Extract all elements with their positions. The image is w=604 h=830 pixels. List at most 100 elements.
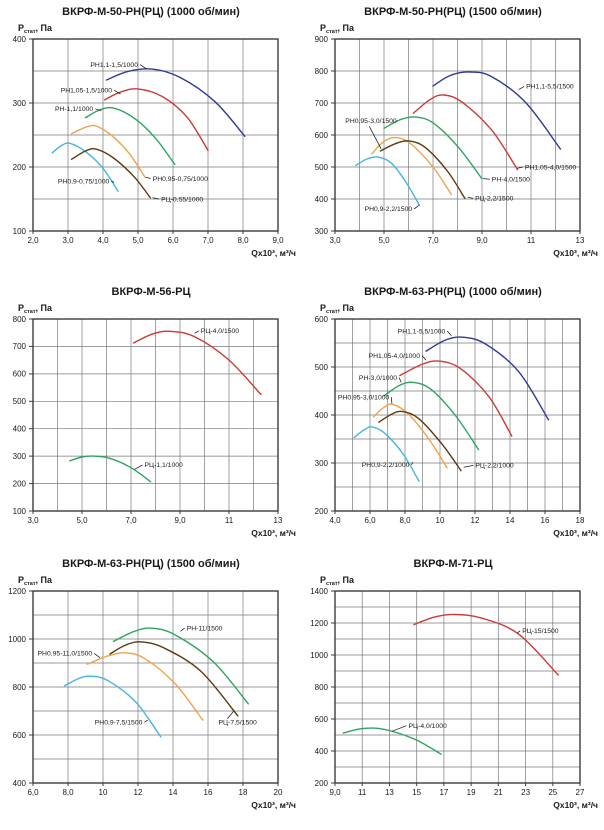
- x-tick-label: 8,0: [62, 788, 74, 797]
- x-tick-label: 13: [274, 516, 283, 525]
- axis-ticks: [29, 318, 279, 514]
- y-tick-label: 600: [315, 131, 329, 140]
- y-tick-label: 200: [13, 163, 27, 172]
- x-tick-label: 10: [436, 516, 445, 525]
- x-tick-label: 6,0: [27, 788, 39, 797]
- curve-label-leader: [144, 719, 149, 723]
- fan-curve: [432, 71, 562, 150]
- axis-ticks: [331, 590, 581, 786]
- x-tick-label: 13: [576, 236, 585, 245]
- x-tick-label: 19: [467, 788, 476, 797]
- curve-label: РН-4,0/1500: [492, 177, 530, 184]
- fan-curve: [372, 403, 448, 469]
- x-tick-label: 11: [225, 516, 234, 525]
- y-tick-label: 600: [13, 370, 27, 379]
- x-tick-label: 2,0: [27, 236, 39, 245]
- x-tick-label: 9,0: [174, 516, 186, 525]
- curve-label: РЦ-4,0/1500: [201, 328, 240, 335]
- curve-label: РН1,1-5,5/1500: [526, 84, 574, 91]
- y-tick-label: 100: [13, 227, 27, 236]
- y-tick-label: 800: [13, 683, 27, 692]
- fan-curve: [84, 106, 176, 166]
- curve-label: РН0,9-2,2/1000: [362, 462, 410, 469]
- curve-label: РН0,95-11,0/1500: [38, 651, 93, 658]
- y-axis-label: Pстат, Па: [18, 23, 53, 35]
- curve-label-leader: [447, 330, 452, 337]
- plot-grid: [32, 590, 279, 784]
- plot-grid: [334, 38, 581, 232]
- x-axis-label: Qx10³, м³/ч: [553, 800, 598, 810]
- curve-label: РН1,05-1,5/1000: [61, 88, 113, 95]
- x-tick-label: 11: [527, 236, 536, 245]
- y-tick-label: 1200: [8, 587, 26, 596]
- curve-label: РН-11/1500: [187, 625, 223, 632]
- curve-label-leader: [390, 397, 393, 404]
- fan-curve: [112, 627, 249, 705]
- fan-curve: [51, 142, 119, 192]
- x-tick-label: 6,0: [364, 516, 376, 525]
- curve-label-leader: [145, 176, 151, 179]
- curve-label-leader: [518, 86, 525, 90]
- x-tick-label: 9,0: [329, 788, 341, 797]
- curve-label: РН-3,0/1000: [359, 375, 397, 382]
- x-tick-label: 23: [521, 788, 530, 797]
- y-tick-label: 700: [315, 99, 329, 108]
- curve-label-leader: [517, 166, 523, 169]
- plot-border: [32, 318, 279, 512]
- curve-label-leader: [152, 197, 160, 200]
- x-tick-label: 12: [134, 788, 143, 797]
- fan-curve-plot: 100 200 300 400 2,0 3,0 4,0 5,0 6,0 7,0 8,0 9,0 Pста…: [13, 23, 296, 258]
- y-tick-label: 800: [315, 67, 329, 76]
- x-tick-label: 5,0: [76, 516, 88, 525]
- curve-label: РН0,9-2,2/1500: [365, 206, 413, 213]
- chart-panel: ВКРФ-М-50-РН(РЦ) (1000 об/мин) 100 200 300 4…: [0, 0, 302, 270]
- fan-curve: [105, 68, 246, 137]
- x-tick-label: 15: [412, 788, 421, 797]
- y-tick-label: 300: [315, 227, 329, 236]
- y-tick-label: 800: [315, 683, 329, 692]
- x-axis-label: Qx10³, м³/ч: [251, 248, 296, 258]
- axis-ticks: [29, 590, 279, 786]
- x-tick-label: 7,0: [125, 516, 137, 525]
- x-tick-label: 16: [541, 516, 550, 525]
- axis-ticks: [331, 318, 581, 514]
- fan-curve: [425, 336, 550, 421]
- fan-curve: [379, 140, 466, 200]
- curve-label-leader: [467, 196, 474, 199]
- axis-ticks: [331, 38, 581, 234]
- fan-curve: [104, 88, 209, 152]
- y-tick-label: 1200: [310, 619, 328, 628]
- y-axis-label: Pстат, Па: [320, 303, 355, 315]
- curve-label-leader: [411, 461, 414, 466]
- chart-panel: ВКРФ-М-63-РН(РЦ) (1000 об/мин) 200 300 400 5…: [302, 270, 604, 555]
- x-tick-label: 4,0: [97, 236, 109, 245]
- curve-label-leader: [368, 126, 382, 149]
- y-tick-label: 600: [13, 731, 27, 740]
- fan-curve: [342, 727, 442, 755]
- fan-curve-plot: 400 600 800 1000 1200 6,0 8,0 10 12 14 16 18 20 Pстат…: [8, 575, 296, 810]
- curve-label: РН1,1-5,5/1000: [398, 328, 446, 335]
- curve-label-leader: [483, 178, 490, 180]
- fan-curve: [70, 124, 146, 178]
- y-tick-label: 400: [315, 411, 329, 420]
- chart-title: ВКРФ-М-63-РН(РЦ) (1000 об/мин): [364, 286, 542, 298]
- y-tick-label: 200: [13, 479, 27, 488]
- x-tick-label: 16: [204, 788, 213, 797]
- fan-curve-plot: 200 300 400 500 600 4,0 6,0 8,0 10 12 14 16 18 Pстат,…: [315, 303, 598, 538]
- x-axis-label: Qx10³, м³/ч: [553, 528, 598, 538]
- x-tick-label: 9,0: [272, 236, 284, 245]
- y-tick-label: 200: [315, 507, 329, 516]
- x-tick-label: 12: [471, 516, 480, 525]
- x-axis-label: Qx10³, м³/ч: [251, 528, 296, 538]
- fan-curve: [383, 116, 483, 180]
- curve-label-leader: [392, 725, 407, 732]
- y-tick-label: 300: [13, 99, 27, 108]
- y-axis-label: Pстат, Па: [18, 575, 53, 587]
- fan-curve-plot: 200 400 600 800 1000 1200 1400 9,0 11 13 15 17 19 21 2…: [310, 575, 598, 810]
- axis-ticks: [29, 38, 279, 234]
- x-tick-label: 3,0: [329, 236, 341, 245]
- curve-label: РЦ-2,2/1500: [475, 196, 514, 203]
- y-tick-label: 400: [315, 747, 329, 756]
- fan-curve-plot: 300 400 500 600 700 800 900 3,0 5,0 7,0 9,0 11 13 Pст…: [315, 23, 598, 258]
- curve-label: РЦ-7,5/1500: [219, 720, 258, 727]
